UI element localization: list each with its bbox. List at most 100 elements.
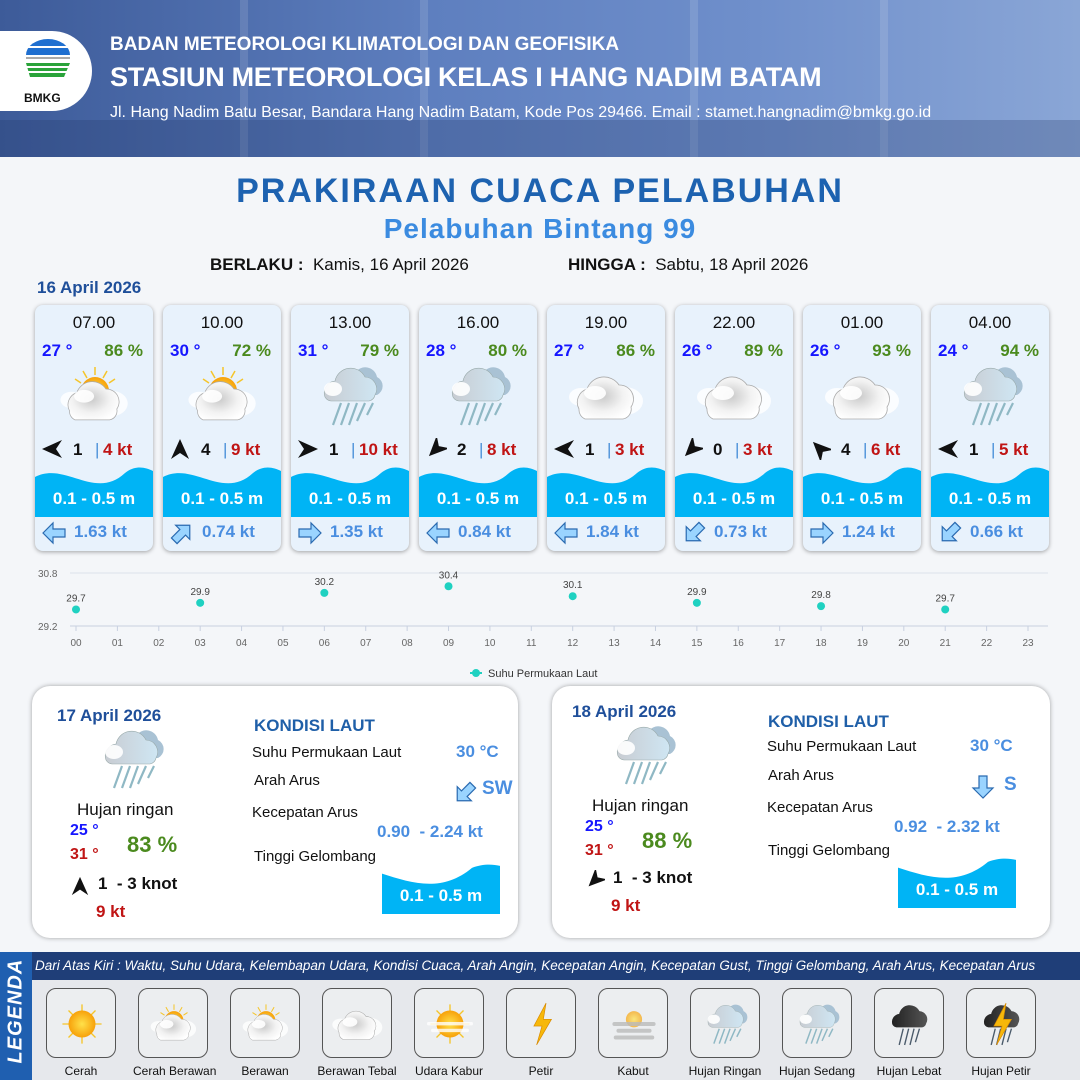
forecast-card: 13.00 31 ° 79 % 1 | 10 kt 0.1 - 0.5 m 1.… — [291, 305, 409, 551]
forecast-card: 10.00 30 ° 72 % 4 | 9 kt 0.1 - 0.5 m 0.7… — [163, 305, 281, 551]
wind-speed: 4 — [841, 440, 851, 459]
bmkg-logo: BMKG — [0, 31, 92, 111]
current-speed: 1.35 kt — [330, 522, 383, 541]
wind-info: 2 | 8 kt — [425, 438, 535, 460]
x-tick-label: 12 — [567, 638, 579, 649]
legend-item-label: Berawan — [241, 1064, 289, 1078]
air-temperature: 24 ° — [938, 341, 969, 360]
data-point[interactable] — [941, 605, 950, 614]
divider: | — [479, 440, 484, 459]
humidity: 93 % — [872, 341, 911, 360]
current-direction-arrow-icon — [681, 520, 707, 546]
data-label: 30.2 — [315, 577, 335, 588]
humidity: 79 % — [360, 341, 399, 360]
humidity: 72 % — [232, 341, 271, 360]
data-point[interactable] — [196, 598, 205, 607]
legend-item-label: Hujan Ringan — [688, 1064, 762, 1078]
divider: | — [991, 440, 996, 459]
divider: | — [351, 440, 356, 459]
x-tick-label: 20 — [898, 638, 910, 649]
data-point[interactable] — [692, 598, 701, 607]
current-direction-arrow-icon — [426, 522, 450, 544]
wind-info: 1 | 4 kt — [41, 438, 151, 460]
wind-speed: 1 — [329, 440, 339, 459]
data-label: 30.1 — [563, 580, 583, 591]
gust-speed: 9 kt — [611, 896, 641, 915]
wind-info: 0 | 3 kt — [681, 438, 791, 460]
forecast-card: 16.00 28 ° 80 % 2 | 8 kt 0.1 - 0.5 m 0.8… — [419, 305, 537, 551]
current-direction-arrow-icon — [937, 520, 963, 546]
data-label: 29.9 — [190, 587, 210, 598]
x-tick-label: 03 — [195, 638, 207, 649]
cerah-berawan-icon — [147, 997, 201, 1051]
panel-day3: 18 April 2026 Hujan ringan 25 ° 31 ° 88 … — [552, 686, 1050, 938]
berawan-icon — [332, 1010, 383, 1040]
x-tick-label: 07 — [360, 638, 372, 649]
gust-speed: 3 kt — [743, 440, 773, 459]
x-tick-label: 01 — [112, 638, 124, 649]
x-tick-label: 14 — [650, 638, 662, 649]
sst-label: Suhu Permukaan Laut — [252, 744, 402, 761]
wave-height-label: Tinggi Gelombang — [254, 848, 377, 865]
data-point[interactable] — [444, 582, 453, 591]
current-direction-arrow-icon — [972, 775, 994, 799]
data-point[interactable] — [568, 592, 577, 601]
x-tick-label: 17 — [774, 638, 786, 649]
legend-item-hujan-ringan: Hujan Ringan — [685, 988, 765, 1078]
air-temperature: 30 ° — [170, 341, 201, 360]
valid-to-value: Sabtu, 18 April 2026 — [655, 255, 809, 274]
legend-item-kabut: Kabut — [593, 988, 673, 1078]
wind-info: 4 | 9 kt — [169, 438, 279, 460]
station-address: Jl. Hang Nadim Batu Besar, Bandara Hang … — [110, 104, 932, 121]
sea-conditions-title: KONDISI LAUT — [254, 716, 375, 735]
x-tick-label: 16 — [733, 638, 745, 649]
legend-label[interactable]: Suhu Permukaan Laut — [488, 668, 597, 680]
wave-height: 0.1 - 0.5 m — [948, 489, 1032, 508]
gust-speed: 10 kt — [359, 440, 398, 459]
legend-item-hujan-petir: Hujan Petir — [961, 988, 1041, 1078]
current-speed: 0.84 kt — [458, 522, 511, 541]
data-point[interactable] — [72, 605, 80, 614]
kabut-icon — [612, 1011, 656, 1040]
y-tick-label: 30.8 — [38, 569, 58, 580]
divider: | — [95, 440, 100, 459]
wave-height: 0.1 - 0.5 m — [692, 489, 776, 508]
wind-speed: 0 — [713, 440, 723, 459]
x-tick-label: 15 — [691, 638, 703, 649]
wave-icon — [675, 467, 793, 517]
logo-text: BMKG — [24, 91, 61, 105]
current-direction-arrow-icon — [298, 522, 322, 544]
wind-direction-arrow-icon — [298, 440, 318, 458]
wave-icon — [547, 467, 665, 517]
valid-to: HINGGA : Sabtu, 18 April 2026 — [568, 255, 808, 275]
legend-item-petir: Petir — [501, 988, 581, 1078]
x-tick-label: 10 — [484, 638, 496, 649]
hujan-lebat-icon — [891, 1004, 928, 1046]
current-speed-label: Kecepatan Arus — [252, 804, 358, 821]
gust-speed: 8 kt — [487, 440, 517, 459]
legend-item-cerah-berawan: Cerah Berawan — [133, 988, 217, 1078]
gust-speed: 3 kt — [615, 440, 645, 459]
gust-speed: 4 kt — [103, 440, 133, 459]
legend-description: Dari Atas Kiri : Waktu, Suhu Udara, Kele… — [35, 958, 1036, 973]
divider: | — [863, 440, 868, 459]
wave-height: 0.1 - 0.5 m — [180, 489, 264, 508]
forecast-time: 19.00 — [584, 313, 628, 332]
wind-info: 4 | 6 kt — [809, 438, 919, 460]
wind-direction-arrow-icon — [809, 438, 831, 460]
data-label: 29.7 — [935, 593, 955, 604]
max-temperature: 31 ° — [585, 842, 614, 859]
cerah-icon — [61, 1003, 103, 1045]
wind-direction-arrow-icon — [554, 440, 574, 458]
x-tick-label: 11 — [526, 638, 537, 649]
legend-item-label: Cerah Berawan — [133, 1064, 217, 1078]
cerah-berawan-weather-icon — [183, 363, 263, 429]
gust-speed: 5 kt — [999, 440, 1029, 459]
gust-speed: 9 kt — [96, 902, 126, 921]
wind-speed: 4 — [201, 440, 211, 459]
air-temperature: 27 ° — [42, 341, 73, 360]
legend-item-berawan-sun: Berawan — [225, 988, 305, 1078]
data-point[interactable] — [817, 602, 826, 611]
data-point[interactable] — [320, 588, 329, 597]
gust-speed: 9 kt — [231, 440, 261, 459]
